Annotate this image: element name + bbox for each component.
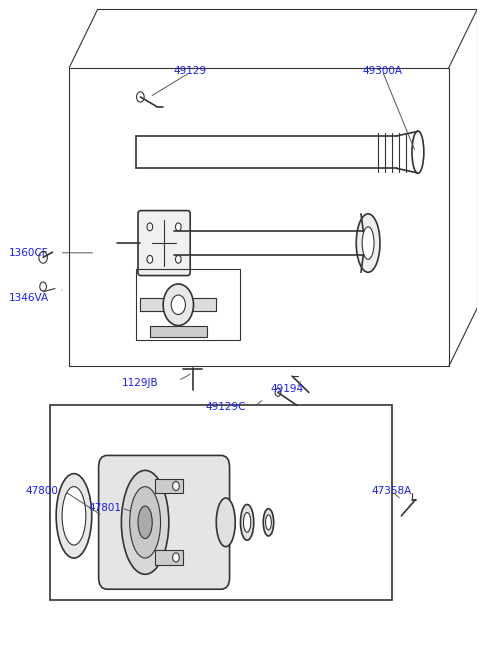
FancyBboxPatch shape xyxy=(98,455,229,590)
Circle shape xyxy=(171,295,185,314)
Text: 47358A: 47358A xyxy=(372,486,412,496)
Text: 47801: 47801 xyxy=(88,503,121,513)
Polygon shape xyxy=(140,298,216,311)
FancyBboxPatch shape xyxy=(138,211,190,276)
Circle shape xyxy=(147,223,153,231)
Circle shape xyxy=(176,255,181,263)
Ellipse shape xyxy=(243,512,251,532)
Text: 1360CF: 1360CF xyxy=(9,248,48,258)
Circle shape xyxy=(173,553,179,562)
Bar xyxy=(155,550,183,565)
Circle shape xyxy=(39,252,48,263)
Bar xyxy=(50,405,392,600)
Circle shape xyxy=(137,92,144,102)
Ellipse shape xyxy=(56,474,92,558)
Ellipse shape xyxy=(362,227,374,259)
Text: 47800: 47800 xyxy=(25,486,58,496)
Text: 1346VA: 1346VA xyxy=(9,293,49,303)
Ellipse shape xyxy=(216,498,235,547)
Circle shape xyxy=(275,388,281,396)
Ellipse shape xyxy=(138,506,152,538)
Bar xyxy=(136,269,240,341)
Ellipse shape xyxy=(130,487,160,558)
Ellipse shape xyxy=(265,515,271,530)
Circle shape xyxy=(40,282,47,291)
Bar xyxy=(155,479,183,493)
Text: 49300A: 49300A xyxy=(362,66,402,76)
Bar xyxy=(150,326,207,337)
Text: 49129: 49129 xyxy=(174,66,207,76)
Text: 1129JB: 1129JB xyxy=(122,378,159,388)
Circle shape xyxy=(147,255,153,263)
Ellipse shape xyxy=(240,504,254,540)
Text: 49194: 49194 xyxy=(271,384,304,394)
Ellipse shape xyxy=(263,509,274,536)
Ellipse shape xyxy=(121,470,169,574)
Circle shape xyxy=(176,223,181,231)
Circle shape xyxy=(163,284,193,326)
Ellipse shape xyxy=(356,214,380,272)
Text: 49129C: 49129C xyxy=(205,402,246,412)
Bar xyxy=(69,67,449,366)
Circle shape xyxy=(173,481,179,491)
Ellipse shape xyxy=(62,487,86,545)
